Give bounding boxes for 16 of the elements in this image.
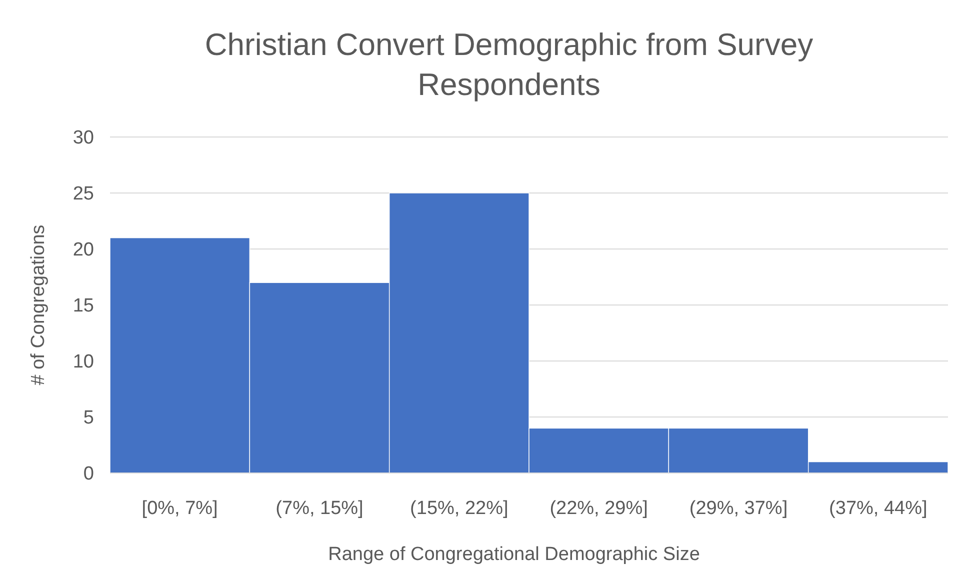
x-tick-label: (7%, 15%] xyxy=(276,498,364,519)
y-axis-title: # of Congregations xyxy=(28,224,49,386)
y-tick-label: 5 xyxy=(83,408,94,429)
y-tick-label: 30 xyxy=(72,128,94,149)
x-tick-label: [0%, 7%] xyxy=(142,498,218,519)
x-tick-label: (37%, 44%] xyxy=(829,498,928,519)
chart-title: Christian Convert Demographic from Survey Respondents xyxy=(204,27,814,102)
y-tick-label: 25 xyxy=(72,184,94,205)
y-tick-label: 15 xyxy=(72,296,94,317)
x-axis-title: Range of Congregational Demographic Size xyxy=(328,544,700,565)
y-tick-label: 10 xyxy=(72,352,94,373)
x-tick-label: (15%, 22%] xyxy=(410,498,508,519)
x-tick-label: (22%, 29%] xyxy=(550,498,648,519)
x-tick-label: (29%, 37%] xyxy=(689,498,788,519)
y-tick-label: 20 xyxy=(72,240,94,261)
y-tick-label: 0 xyxy=(83,464,94,485)
